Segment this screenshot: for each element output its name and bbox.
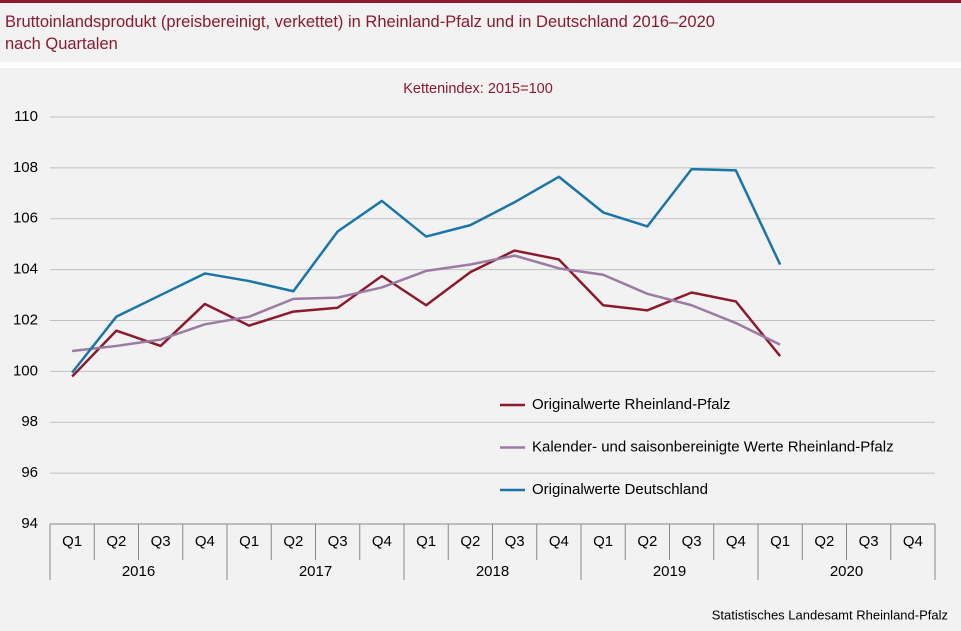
chart-title: nach Quartalen (5, 35, 118, 53)
y-tick-label: 100 (13, 362, 38, 379)
y-tick-label: 110 (14, 108, 38, 125)
year-label: 2020 (830, 563, 863, 580)
x-tick-label: Q4 (903, 533, 923, 550)
x-tick-label: Q1 (416, 533, 436, 550)
x-tick-label: Q2 (106, 533, 126, 550)
y-tick-label: 96 (21, 464, 38, 481)
x-tick-label: Q1 (239, 533, 259, 550)
series-line (71, 249, 782, 378)
year-label: 2018 (476, 563, 509, 580)
year-label: 2019 (653, 563, 686, 580)
series-line (71, 254, 781, 353)
y-tick-label: 104 (13, 261, 38, 278)
y-tick-label: 106 (13, 210, 38, 227)
x-tick-label: Q3 (859, 533, 879, 550)
x-tick-label: Q2 (814, 533, 834, 550)
x-tick-label: Q3 (328, 533, 348, 550)
x-tick-label: Q2 (460, 533, 480, 550)
subtitle: Kettenindex: 2015=100 (403, 81, 553, 97)
series-line (71, 167, 782, 374)
x-tick-label: Q3 (682, 533, 702, 550)
y-tick-label: 102 (13, 311, 38, 328)
legend-label: Originalwerte Rheinland-Pfalz (532, 396, 730, 413)
legend-label: Originalwerte Deutschland (532, 481, 708, 498)
year-label: 2016 (122, 563, 155, 580)
y-tick-label: 108 (13, 159, 38, 176)
x-tick-label: Q2 (637, 533, 657, 550)
x-tick-label: Q3 (505, 533, 525, 550)
x-tick-label: Q4 (726, 533, 746, 550)
source: Statistisches Landesamt Rheinland-Pfalz (712, 607, 948, 622)
x-tick-label: Q1 (593, 533, 613, 550)
legend-label: Kalender- und saisonbereinigte Werte Rhe… (532, 438, 894, 455)
x-tick-label: Q3 (151, 533, 171, 550)
top-border (0, 0, 961, 3)
x-tick-label: Q4 (372, 533, 392, 550)
separator (0, 62, 961, 68)
x-tick-label: Q1 (770, 533, 790, 550)
year-label: 2017 (299, 563, 332, 580)
x-tick-label: Q4 (195, 533, 215, 550)
x-tick-label: Q4 (549, 533, 569, 550)
chart-title: Bruttoinlandsprodukt (preisbereinigt, ve… (5, 13, 715, 31)
y-tick-label: 98 (21, 413, 38, 430)
y-tick-label: 94 (21, 515, 38, 532)
x-tick-label: Q2 (283, 533, 303, 550)
x-tick-label: Q1 (62, 533, 82, 550)
